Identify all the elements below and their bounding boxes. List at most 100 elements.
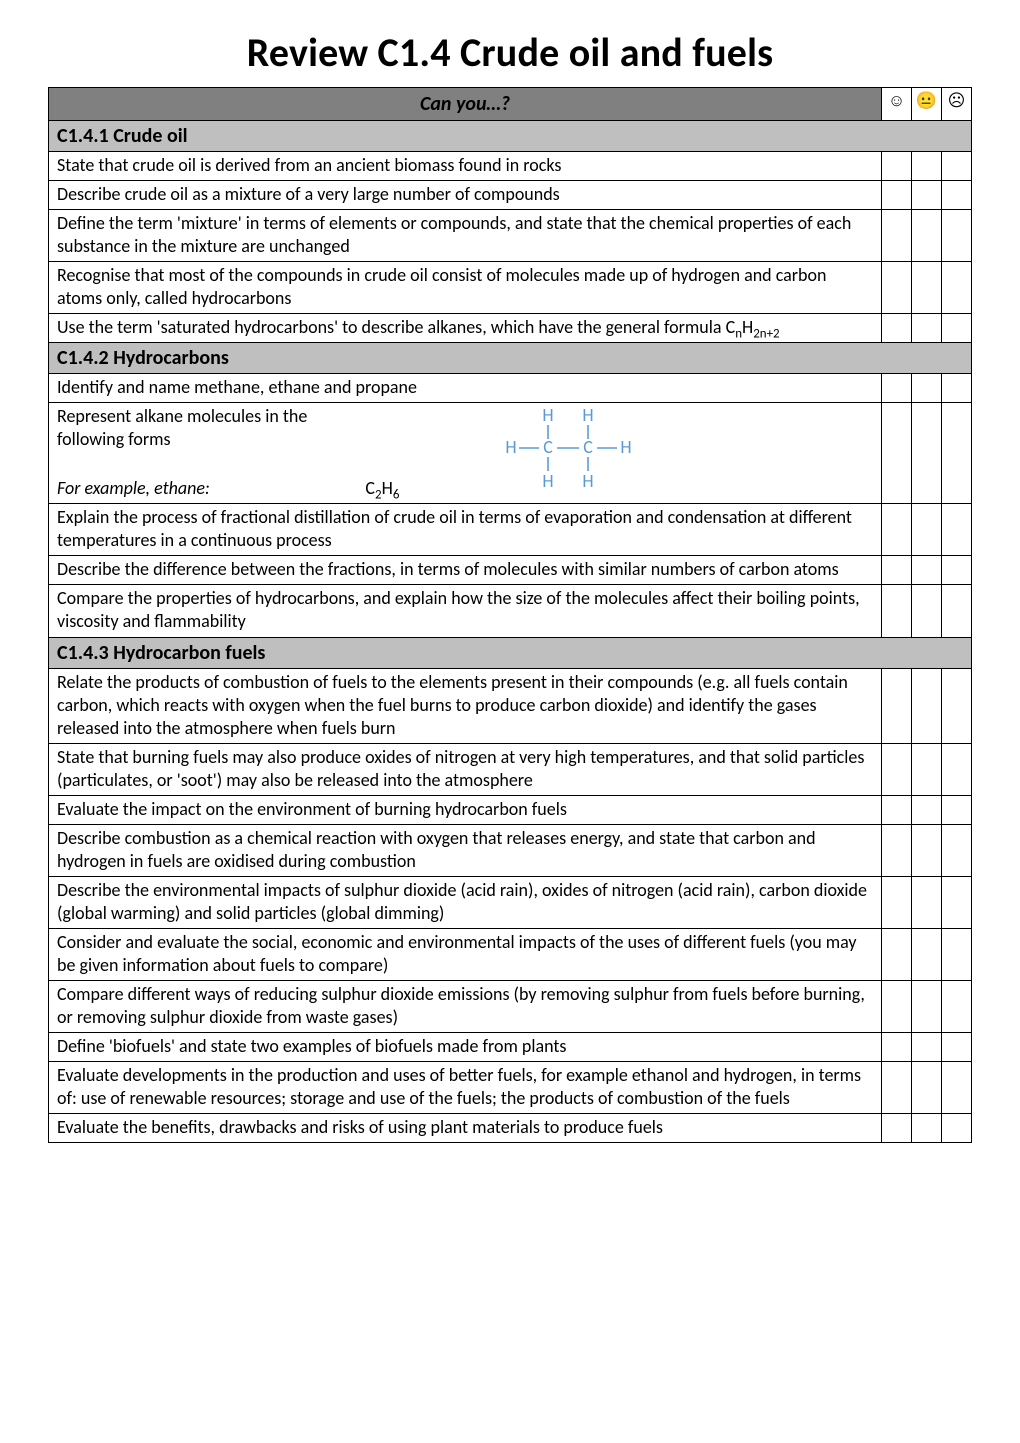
table-row: Use the term 'saturated hydrocarbons' to… (49, 314, 882, 343)
review-table: Can you…?☺😐☹C1.4.1 Crude oilState that c… (48, 87, 972, 1143)
rating-cell (882, 210, 912, 262)
rating-cell (942, 374, 972, 403)
rating-cell (882, 795, 912, 824)
table-row: Describe the environmental impacts of su… (49, 876, 882, 928)
rating-cell (912, 152, 942, 181)
table-row: State that burning fuels may also produc… (49, 743, 882, 795)
rating-cell (942, 743, 972, 795)
rating-cell (942, 876, 972, 928)
rating-cell (882, 556, 912, 585)
rating-cell (942, 262, 972, 314)
rating-cell (882, 504, 912, 556)
table-row: Define 'biofuels' and state two examples… (49, 1032, 882, 1061)
rating-cell (912, 743, 942, 795)
rating-cell (942, 210, 972, 262)
table-row: Recognise that most of the compounds in … (49, 262, 882, 314)
rating-cell (942, 504, 972, 556)
ethane-intro-1: Represent alkane molecules in the (57, 405, 465, 428)
rating-cell (882, 928, 912, 980)
table-row: Relate the products of combustion of fue… (49, 668, 882, 743)
ethane-example-label: For example, ethane: (57, 477, 210, 500)
rating-cell (942, 314, 972, 343)
rating-cell (912, 403, 942, 504)
svg-text:H: H (505, 436, 516, 458)
svg-text:H: H (582, 405, 593, 426)
rating-cell (942, 980, 972, 1032)
rating-cell (942, 668, 972, 743)
table-row: Identify and name methane, ethane and pr… (49, 374, 882, 403)
table-row: Explain the process of fractional distil… (49, 504, 882, 556)
rating-cell (942, 403, 972, 504)
page-title: Review C1.4 Crude oil and fuels (48, 28, 972, 77)
rating-cell (942, 556, 972, 585)
rating-cell (912, 1114, 942, 1143)
table-row: Describe crude oil as a mixture of a ver… (49, 181, 882, 210)
svg-text:H: H (542, 470, 553, 491)
rating-cell (912, 980, 942, 1032)
rating-cell (882, 668, 912, 743)
table-row: Describe the difference between the frac… (49, 556, 882, 585)
section-heading: C1.4.3 Hydrocarbon fuels (49, 637, 972, 668)
rating-cell (912, 1032, 942, 1061)
rating-cell (942, 585, 972, 637)
section-heading: C1.4.1 Crude oil (49, 121, 972, 152)
rating-cell (882, 1114, 912, 1143)
table-row-ethane: Represent alkane molecules in the follow… (49, 403, 882, 504)
table-row: Define the term 'mixture' in terms of el… (49, 210, 882, 262)
rating-cell (912, 795, 942, 824)
ethane-formula: C2H6 (275, 477, 399, 500)
table-row: Describe combustion as a chemical reacti… (49, 824, 882, 876)
rating-cell (912, 876, 942, 928)
rating-cell (942, 152, 972, 181)
rating-cell (882, 403, 912, 504)
rating-cell (882, 1032, 912, 1061)
rating-cell (882, 314, 912, 343)
rating-cell (882, 585, 912, 637)
rating-cell (882, 876, 912, 928)
rating-cell (942, 928, 972, 980)
svg-text:C: C (543, 436, 553, 458)
rating-cell (912, 504, 942, 556)
ethane-structure-icon: H H H C C H H H (483, 405, 653, 491)
face-sad-icon: ☹ (942, 88, 972, 121)
table-header: Can you…? (49, 88, 882, 121)
rating-cell (942, 181, 972, 210)
rating-cell (912, 1061, 942, 1113)
rating-cell (912, 824, 942, 876)
rating-cell (882, 181, 912, 210)
rating-cell (912, 928, 942, 980)
table-row: Compare the properties of hydrocarbons, … (49, 585, 882, 637)
table-row: Consider and evaluate the social, econom… (49, 928, 882, 980)
rating-cell (912, 181, 942, 210)
rating-cell (912, 210, 942, 262)
rating-cell (882, 980, 912, 1032)
rating-cell (882, 374, 912, 403)
ethane-intro-2: following forms (57, 428, 465, 451)
rating-cell (912, 262, 942, 314)
face-neutral-icon: 😐 (912, 88, 942, 121)
table-row: Evaluate the impact on the environment o… (49, 795, 882, 824)
svg-text:H: H (582, 470, 593, 491)
table-row: Evaluate the benefits, drawbacks and ris… (49, 1114, 882, 1143)
table-row: Compare different ways of reducing sulph… (49, 980, 882, 1032)
rating-cell (912, 314, 942, 343)
rating-cell (942, 795, 972, 824)
rating-cell (882, 262, 912, 314)
rating-cell (912, 374, 942, 403)
rating-cell (942, 1061, 972, 1113)
rating-cell (882, 824, 912, 876)
svg-text:H: H (542, 405, 553, 426)
rating-cell (942, 824, 972, 876)
rating-cell (912, 556, 942, 585)
rating-cell (882, 1061, 912, 1113)
face-happy-icon: ☺ (882, 88, 912, 121)
table-row: State that crude oil is derived from an … (49, 152, 882, 181)
rating-cell (912, 585, 942, 637)
svg-text:C: C (583, 436, 593, 458)
svg-text:H: H (620, 436, 631, 458)
table-row: Evaluate developments in the production … (49, 1061, 882, 1113)
rating-cell (942, 1114, 972, 1143)
rating-cell (942, 1032, 972, 1061)
rating-cell (882, 743, 912, 795)
rating-cell (882, 152, 912, 181)
